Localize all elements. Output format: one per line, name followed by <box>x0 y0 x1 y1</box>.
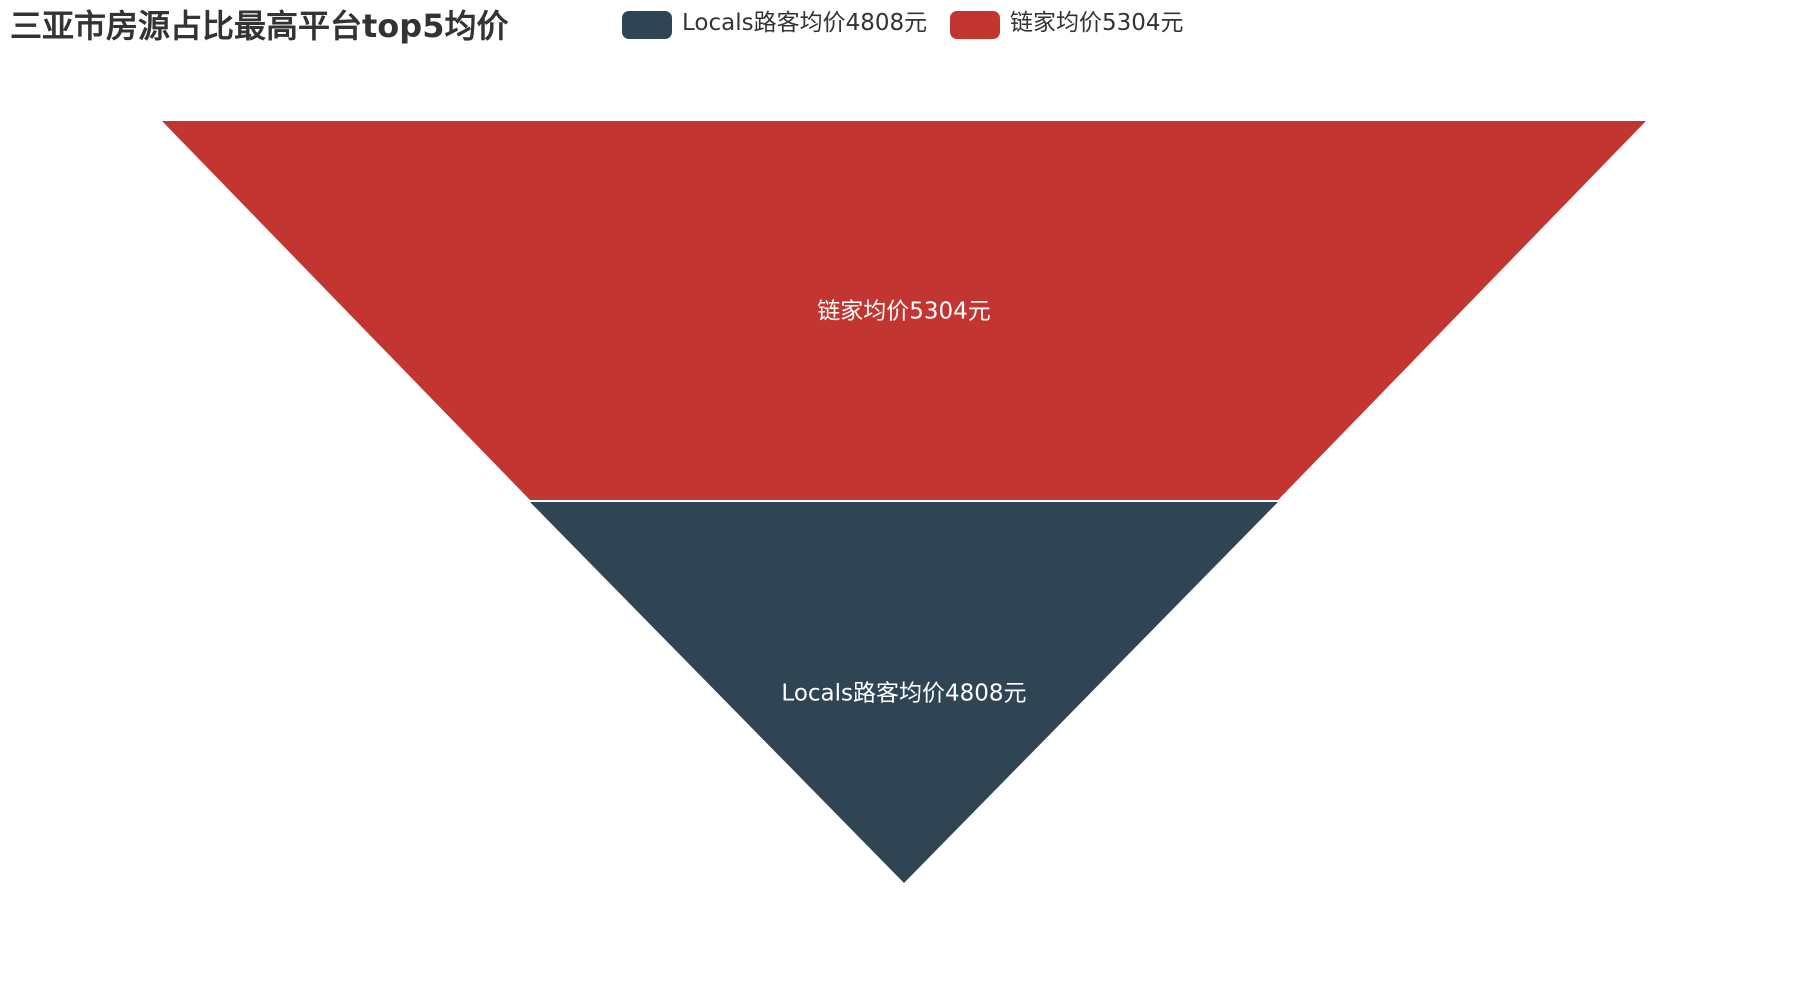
chart-title: 三亚市房源占比最高平台top5均价 <box>10 7 508 45</box>
funnel-slice-0[interactable] <box>162 121 1646 500</box>
legend-swatch-locals <box>622 11 672 39</box>
funnel-slice-label-1: Locals路客均价4808元 <box>781 681 1026 707</box>
funnel-slice-1[interactable] <box>530 502 1278 883</box>
funnel-slice-label-0: 链家均价5304元 <box>817 299 991 325</box>
legend-swatch-lianjia <box>950 11 1000 39</box>
funnel-series: 链家均价5304元 Locals路客均价4808元 <box>162 121 1646 883</box>
legend-label-locals: Locals路客均价4808元 <box>682 10 927 36</box>
legend-item-lianjia[interactable]: 链家均价5304元 <box>950 10 1184 39</box>
legend: Locals路客均价4808元 链家均价5304元 <box>622 10 1184 39</box>
legend-label-lianjia: 链家均价5304元 <box>1010 10 1184 36</box>
legend-item-locals[interactable]: Locals路客均价4808元 <box>622 10 927 39</box>
